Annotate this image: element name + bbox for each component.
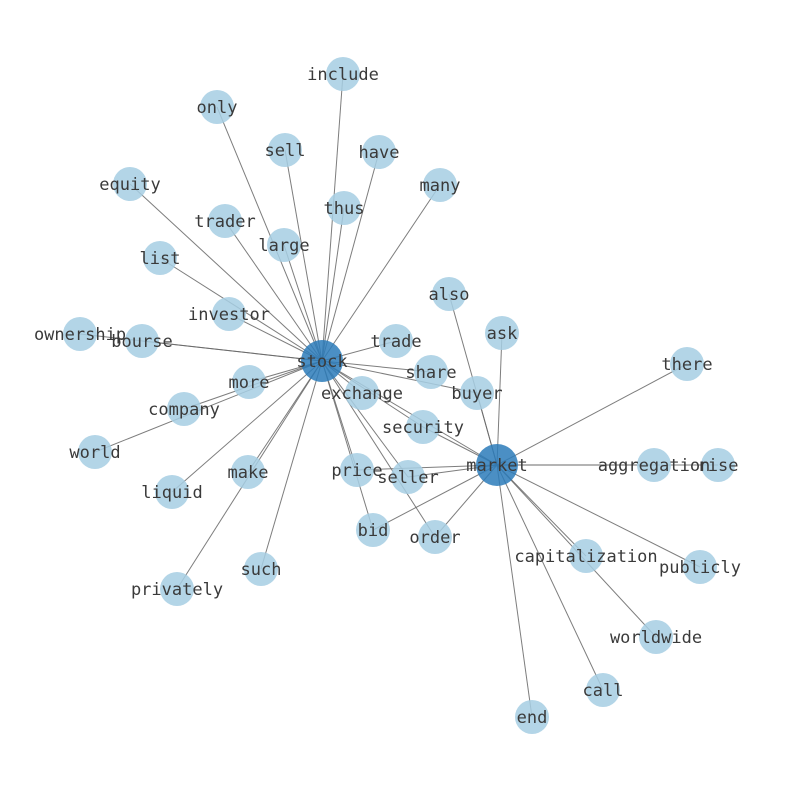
- graph-edge: [496, 464, 701, 568]
- graph-node-market[interactable]: [476, 444, 518, 486]
- graph-node-end[interactable]: [515, 700, 549, 734]
- graph-node-privately[interactable]: [160, 572, 194, 606]
- graph-node-many[interactable]: [423, 168, 457, 202]
- graph-node-exchange[interactable]: [345, 376, 379, 410]
- graph-node-seller[interactable]: [391, 460, 425, 494]
- graph-node-ask[interactable]: [485, 316, 519, 350]
- graph-edge: [260, 360, 323, 570]
- graph-edge: [496, 363, 688, 466]
- graph-node-trade[interactable]: [379, 324, 413, 358]
- graph-edge: [284, 149, 323, 362]
- graph-edge: [216, 106, 323, 362]
- graph-node-world[interactable]: [78, 435, 112, 469]
- graph-edge: [321, 360, 374, 531]
- graph-node-only[interactable]: [200, 90, 234, 124]
- graph-edge: [356, 464, 498, 471]
- graph-node-security[interactable]: [406, 410, 440, 444]
- graph-node-large[interactable]: [267, 228, 301, 262]
- graph-edge: [94, 360, 323, 453]
- graph-edge: [224, 220, 323, 362]
- graph-edge: [321, 360, 436, 538]
- graph-node-call[interactable]: [586, 673, 620, 707]
- graph-node-include[interactable]: [326, 57, 360, 91]
- graph-node-list[interactable]: [143, 241, 177, 275]
- graph-node-rise[interactable]: [701, 448, 735, 482]
- graph-node-there[interactable]: [670, 347, 704, 381]
- graph-node-capitalization[interactable]: [569, 539, 603, 573]
- graph-node-thus[interactable]: [327, 191, 361, 225]
- graph-node-liquid[interactable]: [155, 475, 189, 509]
- graph-edge: [496, 464, 604, 691]
- graph-edge: [321, 360, 409, 478]
- graph-node-also[interactable]: [432, 277, 466, 311]
- graph-node-order[interactable]: [418, 520, 452, 554]
- graph-node-such[interactable]: [244, 552, 278, 586]
- graph-edge: [171, 360, 323, 493]
- graph-edge: [496, 464, 533, 718]
- graph-edge: [321, 207, 345, 362]
- graph-node-trader[interactable]: [208, 204, 242, 238]
- graph-node-stock[interactable]: [301, 340, 343, 382]
- nodes-layer: [63, 57, 735, 734]
- graph-node-share[interactable]: [414, 355, 448, 389]
- graph-edge: [321, 184, 441, 362]
- graph-edge: [496, 464, 587, 557]
- graph-edge: [321, 151, 380, 362]
- graph-node-bourse[interactable]: [125, 324, 159, 358]
- graph-edge: [496, 332, 503, 466]
- graph-node-make[interactable]: [231, 455, 265, 489]
- graph-edge: [321, 360, 478, 394]
- graph-node-price[interactable]: [340, 453, 374, 487]
- graph-node-sell[interactable]: [268, 133, 302, 167]
- graph-node-have[interactable]: [362, 135, 396, 169]
- graph-node-equity[interactable]: [113, 167, 147, 201]
- graph-node-investor[interactable]: [212, 297, 246, 331]
- graph-node-worldwide[interactable]: [639, 620, 673, 654]
- graph-edge: [141, 340, 323, 362]
- graph-node-bid[interactable]: [356, 513, 390, 547]
- graph-node-buyer[interactable]: [460, 376, 494, 410]
- graph-edge: [372, 464, 498, 531]
- graph-node-company[interactable]: [167, 392, 201, 426]
- graph-edge: [321, 360, 498, 466]
- graph-node-aggregation[interactable]: [637, 448, 671, 482]
- graph-edge: [129, 183, 323, 362]
- graph-node-publicly[interactable]: [683, 550, 717, 584]
- graph-node-ownership[interactable]: [63, 317, 97, 351]
- graph-node-more[interactable]: [232, 365, 266, 399]
